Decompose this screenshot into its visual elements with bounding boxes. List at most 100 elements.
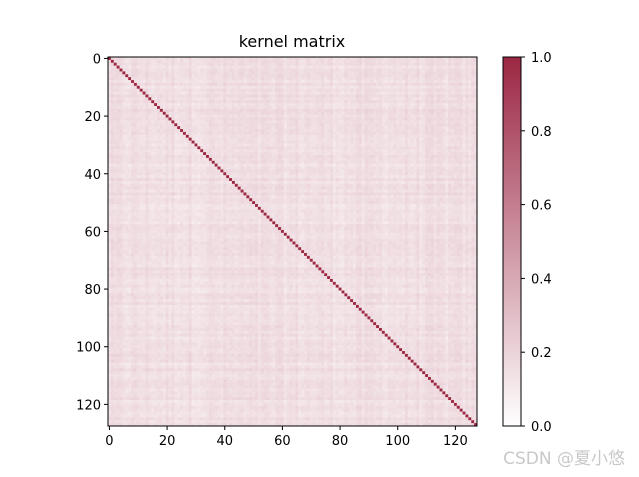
heatmap-cell (364, 111, 368, 116)
heatmap-cell (240, 146, 244, 150)
heatmap-cell (283, 129, 288, 133)
heatmap-cell (355, 126, 360, 130)
heatmap-cell (249, 88, 253, 92)
heatmap-cell (142, 166, 146, 170)
heatmap-cell (133, 71, 138, 75)
heatmap-cell (399, 82, 403, 87)
heatmap-cell (381, 143, 386, 147)
heatmap-cell (445, 166, 449, 170)
heatmap-cell (231, 123, 236, 127)
heatmap-cell (378, 129, 383, 133)
heatmap-cell (327, 77, 331, 81)
heatmap-cell (243, 68, 247, 72)
heatmap-cell (180, 82, 184, 87)
heatmap-cell (266, 88, 270, 92)
heatmap-cell (151, 65, 155, 69)
heatmap-cell (119, 57, 123, 61)
heatmap-cell (133, 57, 138, 61)
heatmap-cell (404, 91, 409, 95)
heatmap-cell (283, 94, 288, 98)
heatmap-cell (283, 134, 288, 139)
heatmap-cell (355, 131, 360, 136)
heatmap-cell (133, 114, 138, 118)
heatmap-cell (162, 57, 167, 61)
heatmap-cell (384, 131, 388, 136)
heatmap-cell (249, 94, 253, 98)
heatmap-cell (214, 74, 218, 78)
heatmap-cell (430, 163, 435, 167)
heatmap-cell (200, 146, 204, 150)
heatmap-cell (433, 149, 437, 153)
heatmap-cell (283, 140, 288, 144)
heatmap-cell (468, 74, 472, 78)
heatmap-cell (396, 94, 400, 98)
heatmap-cell (456, 117, 461, 121)
heatmap-cell (136, 126, 141, 130)
heatmap-cell (361, 68, 365, 72)
heatmap-cell (289, 94, 293, 98)
heatmap-cell (283, 62, 288, 66)
heatmap-cell (278, 120, 282, 124)
heatmap-cell (295, 65, 299, 69)
heatmap-cell (355, 57, 360, 61)
heatmap-cell (367, 57, 371, 61)
heatmap-cell (252, 65, 256, 69)
heatmap-cell (136, 103, 141, 107)
heatmap-cell (125, 103, 129, 107)
heatmap-cell (257, 68, 262, 72)
heatmap-cell (304, 149, 308, 153)
heatmap-cell (272, 163, 276, 167)
heatmap-cell (142, 100, 146, 104)
heatmap-cell (122, 117, 126, 121)
heatmap-cell (376, 114, 380, 118)
heatmap-cell (324, 80, 328, 84)
heatmap-cell (298, 149, 302, 153)
heatmap-cell (465, 68, 469, 72)
heatmap-cell (197, 88, 201, 92)
heatmap-cell (231, 111, 236, 116)
heatmap-cell (312, 106, 316, 110)
heatmap-cell (214, 77, 218, 81)
heatmap-cell (263, 57, 267, 61)
heatmap-cell (347, 137, 351, 141)
heatmap-cell (275, 103, 279, 107)
heatmap-cell (433, 155, 437, 159)
heatmap-cell (399, 140, 403, 144)
heatmap-cell (436, 114, 440, 118)
heatmap-cell (188, 155, 192, 159)
heatmap-cell (381, 111, 386, 116)
heatmap-cell (344, 97, 348, 101)
heatmap-cell (324, 57, 328, 61)
heatmap-cell (361, 91, 365, 95)
heatmap-cell (217, 88, 221, 92)
heatmap-cell (211, 88, 216, 92)
heatmap-cell (427, 57, 432, 61)
heatmap-cell (113, 163, 117, 167)
heatmap-cell (249, 149, 253, 153)
heatmap-cell (113, 157, 117, 162)
heatmap-cell (318, 103, 322, 107)
heatmap-cell (217, 131, 221, 136)
heatmap-cell (157, 94, 161, 98)
heatmap-cell (223, 120, 227, 124)
heatmap-cell (131, 149, 135, 153)
heatmap-cell (396, 80, 400, 84)
heatmap-cell (402, 94, 406, 98)
heatmap-cell (312, 166, 316, 170)
heatmap-cell (136, 155, 141, 159)
heatmap-cell (355, 160, 360, 165)
heatmap-cell (280, 166, 285, 170)
heatmap-cell (220, 88, 224, 92)
heatmap-cell (159, 120, 164, 124)
heatmap-cell (332, 152, 337, 156)
heatmap-cell (255, 82, 259, 87)
heatmap-cell (206, 88, 210, 92)
heatmap-cell (373, 85, 377, 90)
heatmap-cell (214, 114, 218, 118)
heatmap-cell (413, 94, 417, 98)
heatmap-cell (355, 91, 360, 95)
heatmap-cell (358, 71, 363, 75)
heatmap-cell (327, 120, 331, 124)
heatmap-cell (171, 160, 175, 165)
heatmap-cell (159, 71, 164, 75)
